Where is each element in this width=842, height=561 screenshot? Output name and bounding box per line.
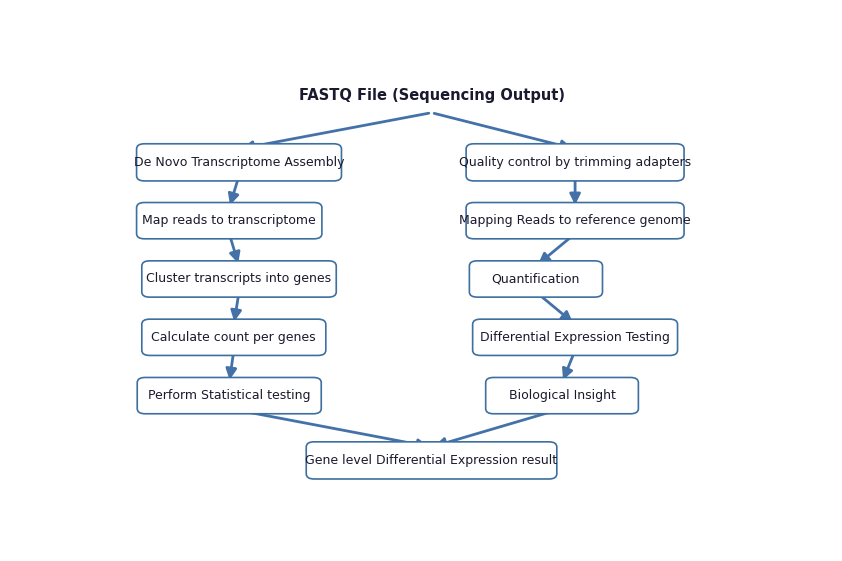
FancyBboxPatch shape: [469, 261, 603, 297]
Text: Quantification: Quantification: [492, 273, 580, 286]
FancyBboxPatch shape: [141, 319, 326, 356]
FancyBboxPatch shape: [137, 378, 322, 414]
FancyBboxPatch shape: [486, 378, 638, 414]
Text: Gene level Differential Expression result: Gene level Differential Expression resul…: [306, 454, 557, 467]
Text: FASTQ File (Sequencing Output): FASTQ File (Sequencing Output): [299, 88, 564, 103]
FancyBboxPatch shape: [136, 144, 342, 181]
Text: Cluster transcripts into genes: Cluster transcripts into genes: [147, 273, 332, 286]
Text: Differential Expression Testing: Differential Expression Testing: [480, 331, 670, 344]
Text: Biological Insight: Biological Insight: [509, 389, 616, 402]
FancyBboxPatch shape: [141, 261, 336, 297]
FancyBboxPatch shape: [472, 319, 678, 356]
Text: Calculate count per genes: Calculate count per genes: [152, 331, 316, 344]
FancyBboxPatch shape: [466, 203, 684, 239]
Text: Perform Statistical testing: Perform Statistical testing: [148, 389, 311, 402]
Text: Quality control by trimming adapters: Quality control by trimming adapters: [459, 156, 691, 169]
Text: De Novo Transcriptome Assembly: De Novo Transcriptome Assembly: [134, 156, 344, 169]
Text: Mapping Reads to reference genome: Mapping Reads to reference genome: [459, 214, 691, 227]
FancyBboxPatch shape: [306, 442, 557, 479]
Text: Map reads to transcriptome: Map reads to transcriptome: [142, 214, 316, 227]
FancyBboxPatch shape: [466, 144, 684, 181]
FancyBboxPatch shape: [136, 203, 322, 239]
